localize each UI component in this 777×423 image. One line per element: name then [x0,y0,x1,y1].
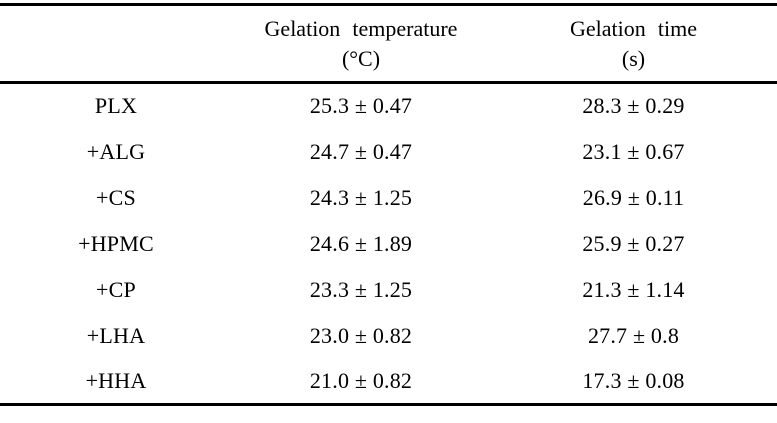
header-empty-cell [0,5,232,83]
table-header: Gelation temperature (°C) Gelation time … [0,5,777,83]
header-gelation-temperature: Gelation temperature (°C) [232,5,490,83]
row-label: +HHA [85,367,147,393]
gelation-temperature-value: 24.3 ± 1.25 [309,184,413,210]
gelation-time-value: 23.1 ± 0.67 [582,138,685,164]
header-gelation-time: Gelation time (s) [490,5,777,83]
gelation-temperature-value: 23.3 ± 1.25 [309,276,413,302]
gelation-temperature-value: 23.0 ± 0.82 [309,322,413,348]
gelation-time-value: 17.3 ± 0.08 [582,367,685,393]
row-label: +ALG [86,138,146,164]
gelation-time-value: 26.9 ± 0.11 [582,184,685,210]
table-body: PLX 25.3 ± 0.47 28.3 ± 0.29 +ALG 24.7 ± … [0,83,777,405]
row-label: +CS [96,184,136,210]
gelation-time-value: 27.7 ± 0.8 [587,322,680,348]
header-temperature-unit: (°C) [341,45,381,71]
header-row: Gelation temperature (°C) Gelation time … [0,5,777,83]
row-label: +HPMC [78,230,154,256]
table-row-cp: +CP 23.3 ± 1.25 21.3 ± 1.14 [0,267,777,313]
table-row-cs: +CS 24.3 ± 1.25 26.9 ± 0.11 [0,175,777,221]
table-row-hha: +HHA 21.0 ± 0.82 17.3 ± 0.08 [0,359,777,405]
row-label: +LHA [86,322,146,348]
gelation-table: Gelation temperature (°C) Gelation time … [0,3,777,406]
gelation-temperature-value: 24.6 ± 1.89 [309,230,413,256]
table-row-hpmc: +HPMC 24.6 ± 1.89 25.9 ± 0.27 [0,221,777,267]
table-row-alg: +ALG 24.7 ± 0.47 23.1 ± 0.67 [0,129,777,175]
header-temperature-title: Gelation temperature [264,15,458,41]
header-time-title: Gelation time [570,15,697,41]
table-row-lha: +LHA 23.0 ± 0.82 27.7 ± 0.8 [0,313,777,359]
gelation-temperature-value: 25.3 ± 0.47 [309,93,413,119]
gelation-temperature-value: 24.7 ± 0.47 [309,138,413,164]
gelation-temperature-value: 21.0 ± 0.82 [309,367,413,393]
row-label: +CP [96,276,136,302]
gelation-time-value: 28.3 ± 0.29 [582,93,685,119]
row-label: PLX [94,93,138,119]
table-row-plx: PLX 25.3 ± 0.47 28.3 ± 0.29 [0,83,777,129]
gelation-time-value: 25.9 ± 0.27 [582,230,685,256]
gelation-time-value: 21.3 ± 1.14 [582,276,685,302]
header-time-unit: (s) [621,45,646,71]
